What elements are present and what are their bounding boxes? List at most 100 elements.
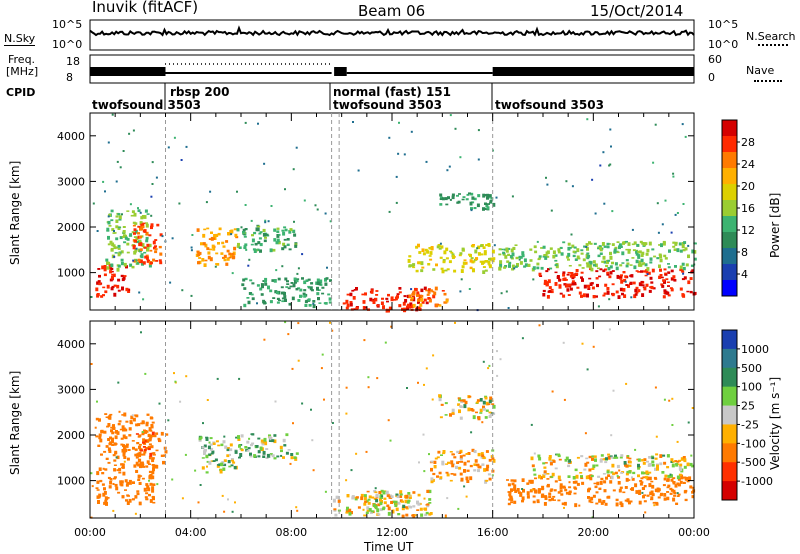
heatmap-cell-1-1: [143, 448, 147, 452]
heatmap-cell-0-11: [627, 250, 631, 254]
heatmap-cell-1-8: [544, 495, 548, 498]
heatmap-cell-1-7: [459, 405, 463, 408]
heatmap-cell-1-2: [223, 463, 227, 467]
heatmap-cell-0-5: [325, 277, 329, 280]
heatmap-noise-1: [329, 321, 331, 324]
heatmap-cell-1-8: [676, 482, 680, 486]
heatmap-noise-0: [173, 136, 176, 139]
heatmap-cell-1-8: [529, 482, 533, 484]
heatmap-cell-1-8: [663, 477, 667, 481]
heatmap-noise-1: [179, 400, 182, 403]
heatmap-cell-0-3: [234, 233, 238, 237]
freq-block-0: [90, 67, 166, 76]
heatmap-cell-0-11: [533, 245, 537, 249]
heatmap-cell-1-2: [199, 436, 203, 439]
heatmap-cell-0-5: [242, 278, 246, 282]
heatmap-cell-1-2: [220, 443, 224, 447]
heatmap-cell-1-4: [411, 514, 415, 517]
heatmap-noise-0: [190, 294, 193, 297]
heatmap-cell-0-2: [146, 243, 150, 247]
heatmap-cell-0-6: [374, 297, 378, 302]
heatmap-noise-0: [602, 151, 605, 154]
heatmap-cell-1-0: [114, 450, 118, 454]
heatmap-cell-0-10: [591, 286, 595, 290]
heatmap-cell-1-9: [572, 476, 576, 480]
heatmap-cell-0-4: [273, 228, 277, 232]
heatmap-cell-0-6: [349, 302, 353, 307]
heatmap-cell-1-6: [437, 450, 441, 454]
heatmap-cell-1-8: [682, 481, 686, 484]
heatmap-noise-1: [223, 435, 226, 438]
heatmap-noise-0: [652, 161, 655, 164]
heatmap-noise-1: [90, 472, 93, 475]
heatmap-cell-0-7: [408, 294, 412, 299]
heatmap-cell-0-2: [142, 222, 146, 225]
heatmap-cell-0-8: [408, 265, 412, 268]
colorbar-swatch-6: [722, 443, 737, 463]
heatmap-cell-0-9: [486, 193, 490, 198]
heatmap-cell-0-0: [108, 263, 112, 266]
heatmap-cell-1-8: [529, 489, 533, 493]
colorbar-label-3: 16: [741, 202, 755, 215]
heatmap-cell-1-4: [420, 513, 424, 517]
heatmap-cell-1-8: [689, 485, 693, 489]
heatmap-cell-1-9: [614, 471, 618, 475]
heatmap-noise-1: [530, 423, 533, 426]
heatmap-cell-1-6: [430, 477, 434, 481]
heatmap-cell-1-8: [643, 485, 647, 488]
heatmap-noise-0: [609, 163, 612, 166]
heatmap-cell-1-2: [208, 461, 212, 465]
heatmap-cell-0-10: [547, 268, 550, 271]
heatmap-noise-0: [132, 259, 135, 262]
heatmap-cell-1-9: [686, 462, 690, 467]
heatmap-cell-1-0: [145, 483, 149, 487]
heatmap-cell-0-11: [538, 255, 542, 258]
heatmap-noise-0: [181, 289, 184, 292]
heatmap-cell-0-1: [123, 241, 127, 244]
heatmap-cell-1-5: [368, 495, 372, 499]
heatmap-noise-0: [388, 136, 391, 139]
heatmap-cell-1-6: [459, 458, 463, 461]
heatmap-cell-1-4: [378, 491, 382, 494]
heatmap-cell-0-0: [103, 266, 107, 269]
heatmap-cell-1-0: [103, 450, 107, 453]
heatmap-cell-0-11: [658, 264, 661, 268]
heatmap-noise-1: [289, 462, 292, 465]
heatmap-cell-1-9: [531, 464, 535, 468]
heatmap-noise-1: [301, 402, 304, 405]
heatmap-cell-0-9: [439, 198, 443, 200]
freq-tick-low: 8: [66, 71, 73, 84]
heatmap-cell-1-0: [124, 479, 128, 483]
heatmap-cell-1-4: [387, 511, 391, 516]
heatmap-noise-0: [571, 185, 574, 188]
heatmap-cell-1-6: [491, 457, 495, 460]
heatmap-cell-1-9: [544, 462, 548, 464]
heatmap-cell-0-8: [417, 243, 420, 248]
heatmap-cell-0-6: [390, 296, 394, 301]
heatmap-cell-1-6: [445, 471, 449, 474]
heatmap-cell-1-7: [472, 415, 476, 420]
heatmap-cell-0-5: [302, 292, 306, 295]
heatmap-cell-0-4: [294, 242, 298, 245]
heatmap-cell-0-0: [96, 294, 100, 298]
heatmap-cell-1-4: [360, 496, 364, 501]
heatmap-noise-0: [676, 212, 679, 214]
heatmap-cell-1-5: [380, 500, 383, 504]
heatmap-cell-0-6: [362, 306, 366, 310]
heatmap-cell-0-11: [500, 248, 504, 251]
heatmap-cell-0-8: [483, 250, 487, 253]
heatmap-cell-0-5: [290, 282, 294, 284]
heatmap-cell-1-9: [585, 475, 589, 480]
heatmap-cell-1-4: [386, 493, 390, 498]
ytick-label-0-4000: 4000: [57, 130, 85, 143]
heatmap-cell-0-11: [648, 241, 652, 246]
heatmap-cell-0-11: [586, 257, 590, 260]
heatmap-cell-1-8: [642, 476, 646, 479]
heatmap-cell-0-11: [602, 255, 606, 260]
heatmap-cell-1-8: [587, 496, 590, 499]
heatmap-cell-1-8: [642, 487, 645, 490]
heatmap-noise-1: [310, 408, 312, 411]
heatmap-cell-0-10: [679, 287, 683, 291]
heatmap-cell-1-1: [136, 442, 140, 445]
heatmap-noise-0: [121, 213, 123, 216]
